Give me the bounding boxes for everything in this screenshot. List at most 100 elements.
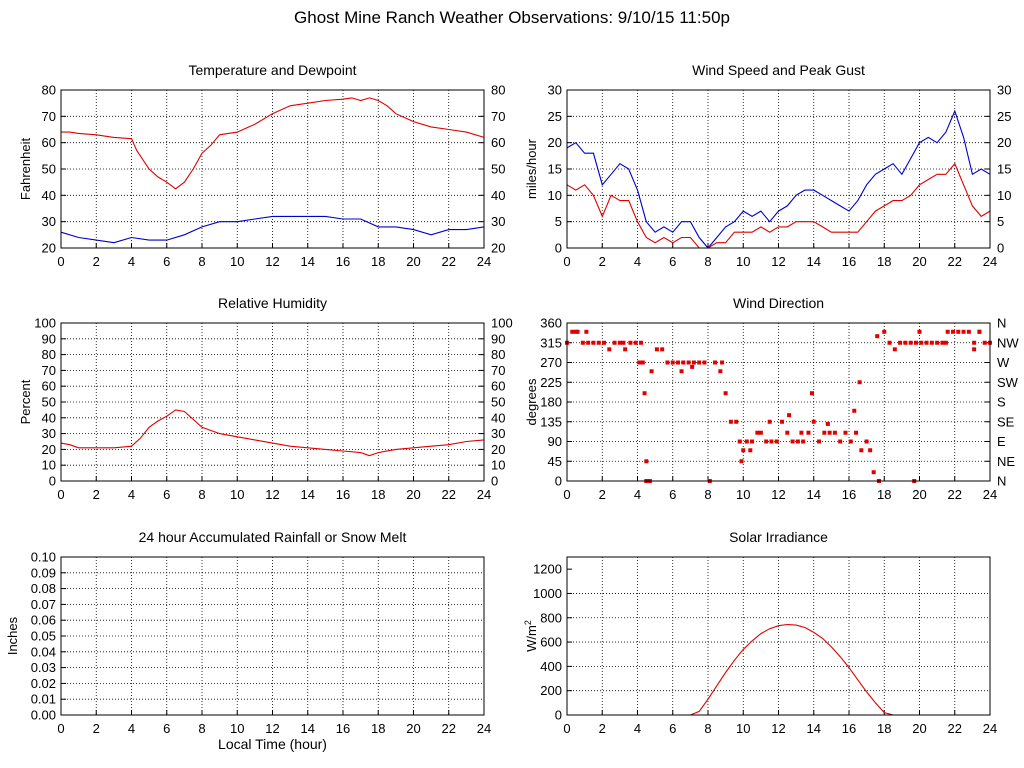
data-point [848,439,853,444]
data-point [681,360,686,365]
x-tick-label: 18 [877,721,891,736]
x-tick-label: 24 [477,721,491,736]
data-point [787,413,792,418]
data-point [864,439,869,444]
data-point [859,448,864,453]
y-tick-label: 0.02 [31,676,56,691]
data-point [982,340,987,345]
x-tick-label: 18 [877,254,891,269]
x-tick-label: 18 [371,254,385,269]
series-line-red [61,97,485,190]
y-tick-label-right: 80 [491,83,505,98]
y-tick-label-right: 10 [491,458,505,473]
data-point [728,419,733,424]
y-tick-label: 1200 [533,562,562,577]
y-tick-label: 180 [540,395,562,410]
data-point [790,439,795,444]
data-point [785,430,790,435]
y-tick-label-right: 10 [997,188,1011,203]
data-point [919,340,924,345]
x-tick-label: 12 [771,254,785,269]
y-tick-label: 20 [42,442,56,457]
y-tick-label: 25 [548,109,562,124]
data-point [908,340,913,345]
data-point [875,334,880,339]
x-tick-label: 16 [842,254,856,269]
data-point [950,329,955,334]
y-tick-label-right: 60 [491,135,505,150]
plot-frame [60,89,485,249]
data-point [887,340,892,345]
x-tick-label: 12 [265,487,279,502]
data-point [617,340,622,345]
data-point [644,459,649,464]
data-point [795,439,800,444]
data-point [764,439,769,444]
y-tick-label: 0.09 [31,565,56,580]
y-tick-label-right: NE [997,454,1015,469]
x-tick-label: 18 [371,487,385,502]
y-tick-label: 90 [42,331,56,346]
y-axis-label: Percent [18,379,33,424]
chart-title: 24 hour Accumulated Rainfall or Snow Mel… [139,529,407,545]
data-point [935,340,940,345]
data-point [612,340,617,345]
y-tick-label: 270 [540,355,562,370]
x-tick-label: 10 [230,721,244,736]
data-point [940,340,945,345]
data-point [977,329,982,334]
y-tick-label-right: 30 [997,83,1011,98]
x-tick-label: 2 [93,487,100,502]
data-point [584,329,589,334]
y-tick-label: 90 [548,434,562,449]
data-point [654,347,659,352]
data-point [832,430,837,435]
x-tick-label: 0 [57,721,64,736]
plot-frame [566,556,991,716]
x-tick-label: 20 [406,721,420,736]
y-tick-label: 60 [42,379,56,394]
data-point [713,360,718,365]
x-tick-label: 12 [265,254,279,269]
chart-title: Relative Humidity [218,295,327,311]
data-point [929,340,934,345]
y-tick-label: 30 [42,214,56,229]
y-tick-label: 40 [42,410,56,425]
y-tick-label: 0 [49,474,56,489]
series-line-blue [60,215,485,244]
data-point [697,360,702,365]
y-tick-label: 0.00 [31,708,56,723]
x-tick-label: 4 [128,487,135,502]
data-point [639,340,644,345]
x-tick-label: 16 [336,254,350,269]
y-axis-label-sup: 2 [523,620,533,625]
data-point [857,380,862,385]
y-tick-label: 360 [540,316,562,331]
data-point [972,347,977,352]
y-tick-label: 400 [540,659,562,674]
y-tick-label: 80 [42,347,56,362]
y-tick-label: 100 [34,316,56,331]
x-tick-label: 14 [301,254,315,269]
data-point [586,340,591,345]
x-tick-label: 8 [198,721,205,736]
y-tick-label-right: 5 [997,214,1004,229]
data-point [898,340,903,345]
y-tick-label-right: 20 [997,135,1011,150]
y-tick-label: 0.08 [31,581,56,596]
data-point [596,340,601,345]
y-tick-label-right: 20 [491,442,505,457]
x-tick-label: 14 [301,487,315,502]
x-tick-label: 2 [599,254,606,269]
chart-title: Wind Direction [733,295,824,311]
y-tick-label-right: 15 [997,162,1011,177]
x-tick-label: 22 [442,254,456,269]
data-point [665,360,670,365]
x-tick-label: 12 [771,721,785,736]
y-tick-label-right: 50 [491,395,505,410]
data-point [621,340,626,345]
y-tick-label-right: 80 [491,347,505,362]
data-point [637,360,642,365]
